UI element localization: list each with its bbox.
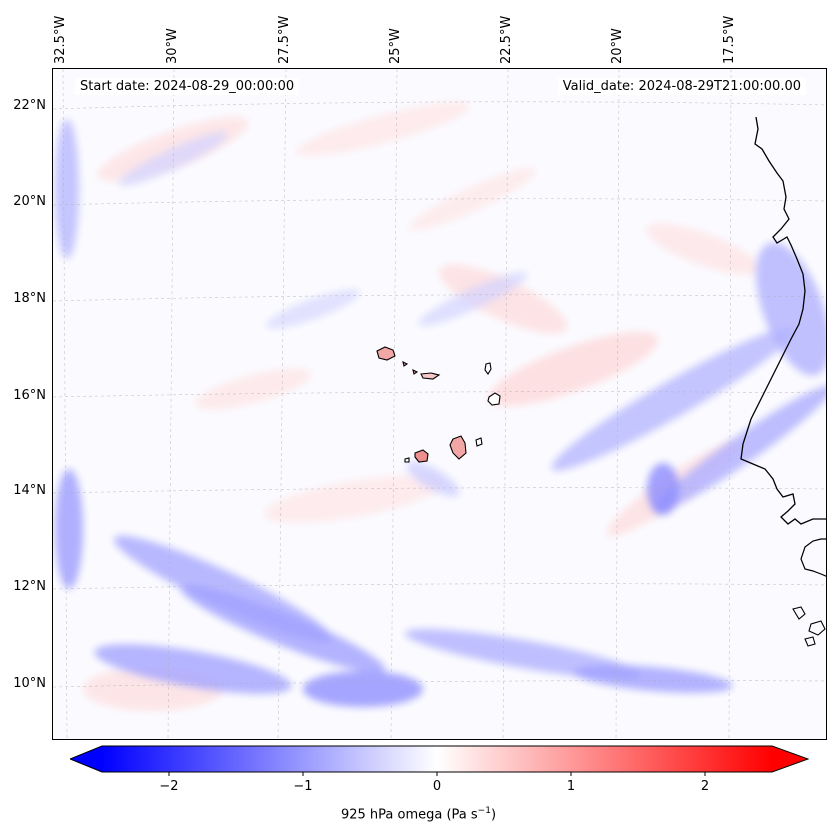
colorbar-tick-label: 1 [566,779,576,794]
colorbar-ticks [168,772,706,776]
colorbar-gradient [102,746,772,772]
lon-label: 25°W [388,28,403,64]
omega-field-map [53,69,826,739]
colorbar-extend-max [772,746,808,772]
cape-verde-islands [376,346,501,463]
graticule [53,69,826,739]
lat-label: 18°N [13,291,46,306]
lon-label: 27.5°W [277,15,292,64]
lat-label: 12°N [13,579,46,594]
lat-label: 22°N [13,98,46,113]
start-date-label: Start date: 2024-08-29_00:00:00 [75,78,300,95]
african-coastline-south [800,538,826,577]
lon-label: 32.5°W [53,15,68,64]
lat-label: 20°N [13,194,46,209]
colorbar-label: 925 hPa omega (Pa s−1) [340,806,497,823]
colorbar [70,745,810,776]
valid-date-label: Valid_date: 2024-08-29T21:00:00.00 [557,78,806,95]
colorbar-tick-label: 2 [700,779,710,794]
lon-label: 20°W [610,28,625,64]
colorbar-tick-label: −2 [159,779,179,794]
colorbar-tick-label: 0 [432,779,442,794]
colorbar-extend-min [70,746,102,772]
lat-label: 16°N [13,388,46,403]
colorbar-outline [70,745,810,773]
colorbar-tick-label: −1 [293,779,313,794]
lon-label: 30°W [165,28,180,64]
map-panel: Start date: 2024-08-29_00:00:00 Valid_da… [52,68,827,740]
guinea-coast-islands [792,606,826,647]
african-coastline [740,116,826,525]
lat-label: 10°N [13,676,46,691]
lat-label: 14°N [13,483,46,498]
lon-label: 22.5°W [499,15,514,64]
lon-label: 17.5°W [722,15,737,64]
